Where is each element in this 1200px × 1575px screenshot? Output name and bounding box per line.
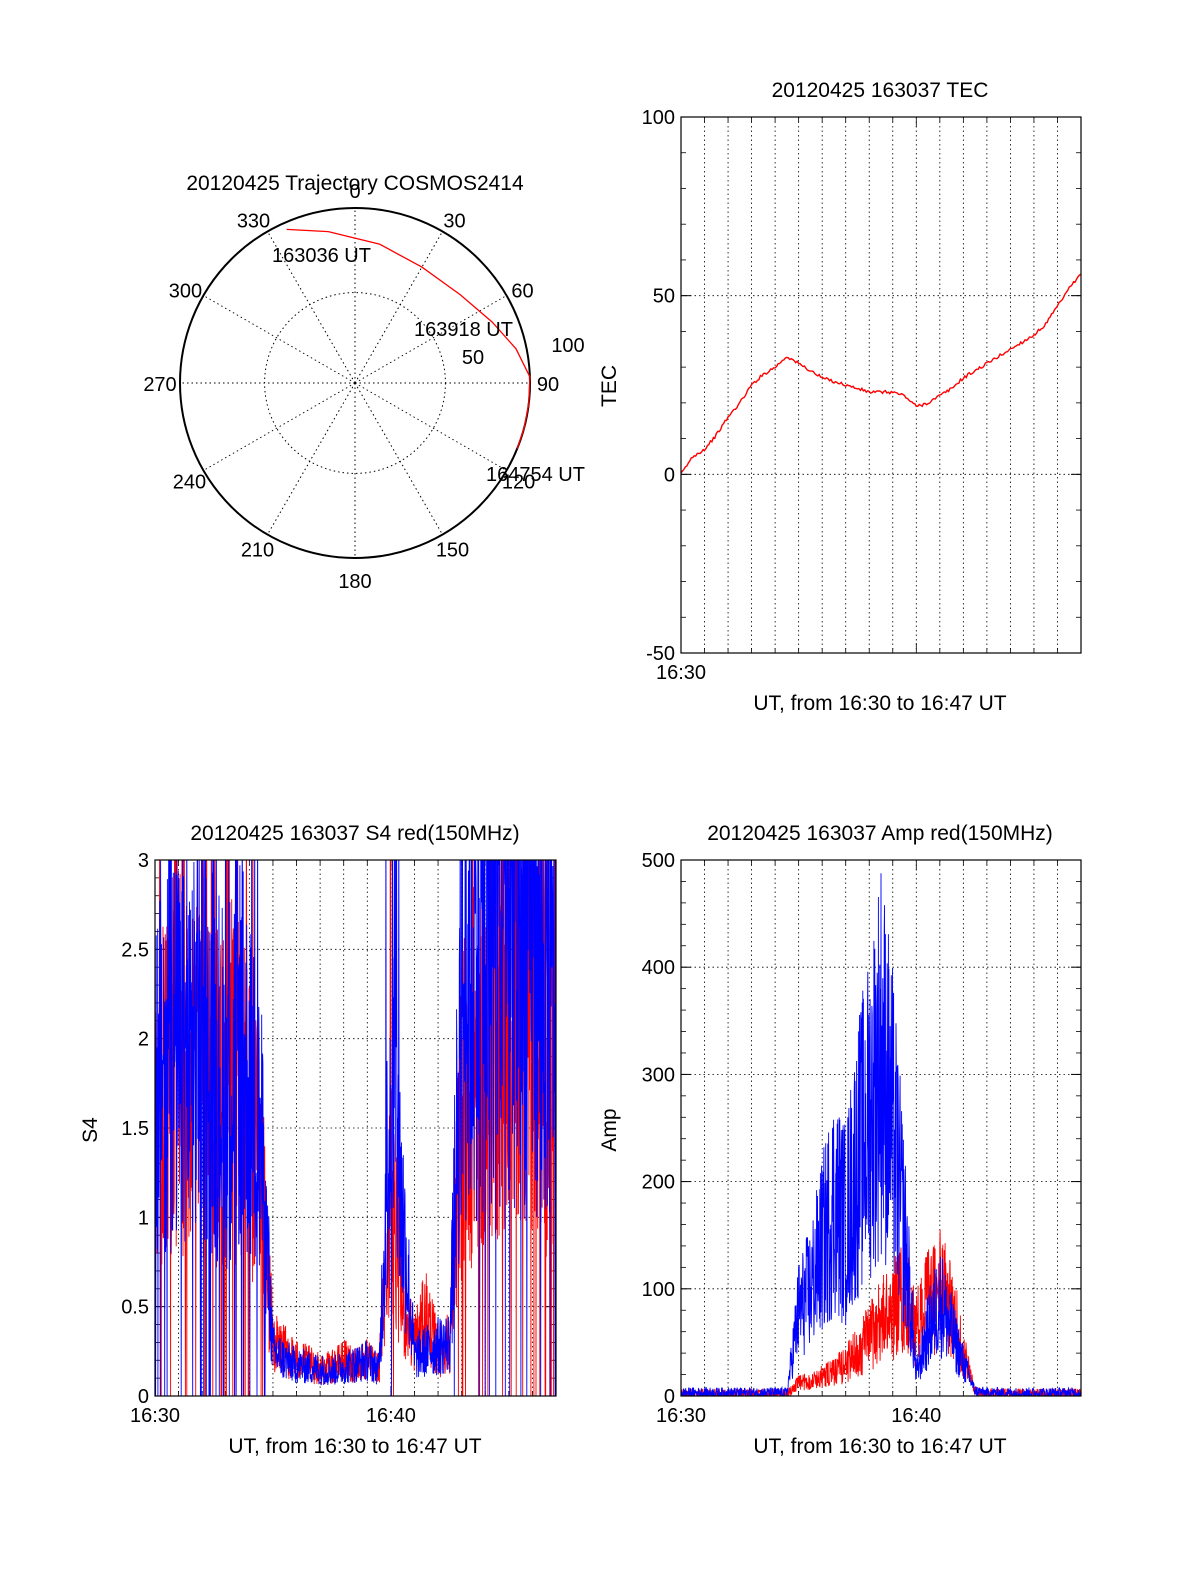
- amp-xlabel: UT, from 16:30 to 16:47 UT: [753, 1435, 1006, 1458]
- y-tick-label: 0: [138, 1386, 149, 1408]
- amp-ylabel: Amp: [598, 1108, 621, 1151]
- polar-spoke: [354, 382, 507, 471]
- polar-radial-label: 50: [462, 347, 484, 369]
- polar-annotations: 163036 UT 163918 UT 164754 UT: [272, 245, 585, 486]
- y-tick-label: 400: [642, 957, 675, 979]
- polar-azimuth-label: 300: [169, 281, 202, 303]
- series-line-0: [681, 1229, 1081, 1396]
- y-tick-label: 1.5: [121, 1118, 149, 1140]
- plot-frame: [680, 116, 1082, 654]
- y-tick-label: 3: [138, 850, 149, 872]
- polar-azimuth-label: 210: [241, 540, 274, 562]
- polar-azimuth-label: 90: [537, 374, 559, 396]
- polar-annotation: 163918 UT: [414, 319, 513, 341]
- polar-spoke: [203, 382, 356, 471]
- polar-radial-labels: 50 100: [462, 335, 585, 369]
- tec-xlabel: UT, from 16:30 to 16:47 UT: [753, 692, 1006, 715]
- y-tick-label: 0.5: [121, 1297, 149, 1319]
- y-tick-label: -50: [646, 643, 675, 665]
- polar-azimuth-label: 240: [173, 472, 206, 494]
- x-tick-label: 16:40: [366, 1405, 416, 1427]
- plot-frame: [680, 859, 1082, 1397]
- y-tick-label: 200: [642, 1172, 675, 1194]
- polar-spoke: [267, 382, 356, 535]
- polar-azimuth-label: 180: [338, 571, 371, 593]
- x-tick-label: 16:30: [656, 662, 706, 684]
- plot-frame: [154, 859, 557, 1397]
- polar-azimuth-label: 120: [502, 472, 535, 494]
- polar-azimuth-label: 0: [349, 181, 360, 203]
- tec-title: 20120425 163037 TEC: [772, 79, 989, 102]
- tec-ylabel: TEC: [598, 365, 621, 407]
- y-tick-label: 0: [664, 464, 675, 486]
- polar-annotation: 163036 UT: [272, 245, 371, 267]
- y-tick-label: 100: [642, 1279, 675, 1301]
- y-tick-label: 2.5: [121, 939, 149, 961]
- amp-panel: 20120425 163037 Amp red(150MHz) UT, from…: [598, 822, 1082, 1458]
- y-tick-label: 2: [138, 1029, 149, 1051]
- polar-azimuth-label: 30: [443, 210, 465, 232]
- polar-spoke: [203, 295, 356, 384]
- s4-ylabel: S4: [79, 1117, 102, 1143]
- polar-azimuth-label: 60: [511, 281, 533, 303]
- series-line-0: [681, 273, 1081, 474]
- polar-series: [286, 228, 531, 449]
- y-tick-label: 0: [664, 1386, 675, 1408]
- x-tick-label: 16:30: [656, 1405, 706, 1427]
- polar-radial-label: 100: [551, 335, 584, 357]
- polar-azimuth-label: 150: [436, 540, 469, 562]
- polar-trajectory-line: [286, 228, 531, 449]
- y-tick-label: 300: [642, 1064, 675, 1086]
- series-line-1: [155, 860, 556, 1396]
- polar-trajectory-panel: 20120425 Trajectory COSMOS2414 0 30 60 90 12…: [143, 172, 585, 593]
- polar-title: 20120425 Trajectory COSMOS2414: [186, 172, 524, 195]
- y-tick-label: 50: [653, 286, 675, 308]
- y-tick-label: 100: [642, 107, 675, 129]
- y-tick-label: 500: [642, 850, 675, 872]
- y-tick-label: 1: [138, 1207, 149, 1229]
- amp-title: 20120425 163037 Amp red(150MHz): [707, 822, 1053, 845]
- tec-panel: 20120425 163037 TEC UT, from 16:30 to 16…: [598, 79, 1082, 715]
- s4-title: 20120425 163037 S4 red(150MHz): [190, 822, 519, 845]
- polar-azimuth-label: 270: [143, 374, 176, 396]
- polar-azimuth-label: 330: [237, 210, 270, 232]
- s4-xlabel: UT, from 16:30 to 16:47 UT: [228, 1435, 481, 1458]
- x-tick-label: 16:40: [891, 1405, 941, 1427]
- s4-panel: 20120425 163037 S4 red(150MHz) UT, from …: [79, 822, 557, 1458]
- polar-annotation: 164754 UT: [486, 464, 585, 486]
- x-tick-label: 16:30: [130, 1405, 180, 1427]
- polar-azimuth-labels: 0 30 60 90 120 150 180 210 240 270 300 330: [143, 181, 559, 593]
- polar-spoke: [354, 382, 443, 535]
